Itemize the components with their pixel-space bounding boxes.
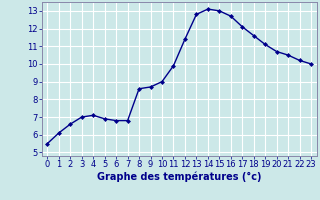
X-axis label: Graphe des températures (°c): Graphe des températures (°c) <box>97 172 261 182</box>
